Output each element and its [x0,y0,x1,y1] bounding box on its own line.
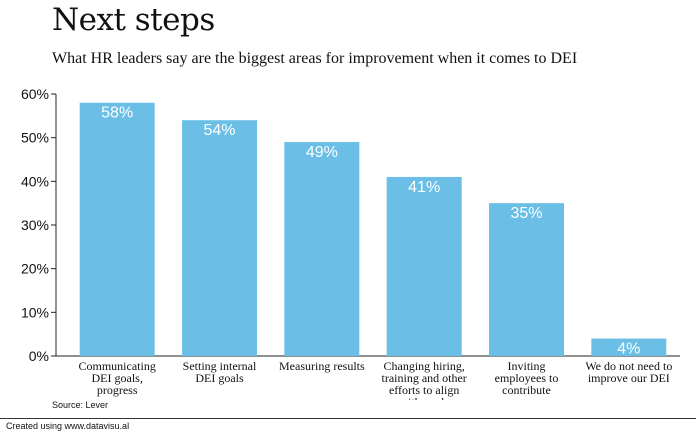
chart-subtitle: What HR leaders say are the biggest area… [52,50,578,67]
y-tick-label: 30% [21,217,49,233]
x-tick-label-line: with goals [399,395,449,400]
y-tick-label: 20% [21,261,49,277]
bar [489,203,564,356]
x-tick-label-line: DEI goals [195,371,244,385]
x-tick-label-line: We do not need to [585,359,672,373]
bar [386,176,462,356]
y-tick-label: 0% [29,348,49,364]
x-tick-label-line: contribute [502,383,551,397]
x-axis-labels: Communicating DEI goals, progress Setting i… [79,359,673,400]
y-tick-label: 50% [21,130,49,146]
credit-text: Created using www.datavisu.al [6,421,130,431]
source-note: Source: Lever [52,400,109,410]
value-label: 35% [510,205,542,222]
x-tick-label: Changing hiring, training and other effort… [382,359,467,400]
bar [182,120,257,356]
value-label: 49% [306,144,338,161]
x-tick-label-line: efforts to align [389,383,459,397]
x-tick-label: Measuring results [279,359,365,373]
x-tick-label-line: training and other [382,371,467,385]
x-tick-label: Setting internal DEI goals [183,359,257,385]
x-tick-label: Communicating DEI goals, progress [79,359,156,397]
x-tick-label-line: Communicating [79,359,156,373]
bar [284,142,360,356]
x-tick-label-line: DEI goals, [92,371,143,385]
x-tick-label: Inviting employees to contribute [495,359,559,397]
x-tick-label-line: progress [97,383,138,397]
bar [79,102,155,356]
x-tick-label-line: Inviting [508,359,546,373]
footer-divider [0,418,696,419]
x-tick-label-line: Changing hiring, [384,359,465,373]
x-tick-label-line: Measuring results [279,359,365,373]
x-tick-label-line: improve our DEI [588,371,670,385]
chart-title: Next steps [52,2,215,38]
value-labels: 58% 54% 49% 41% 35% 4% [101,105,640,358]
value-label: 4% [617,341,640,358]
y-tick-label: 60% [21,86,49,102]
y-tick-label: 10% [21,304,49,320]
x-tick-label-line: Setting internal [183,359,257,373]
x-tick-label: We do not need to improve our DEI [585,359,672,385]
bar [591,338,667,356]
y-tick-label: 40% [21,173,49,189]
bars [79,102,667,356]
y-axis: 0% 10% 20% 30% 40% 50% 60% [21,86,680,364]
value-label: 41% [408,179,440,196]
bar-chart: 0% 10% 20% 30% 40% 50% 60% 58% 54% 49% 41% 35% 4% C… [21,86,680,400]
value-label: 58% [101,105,133,122]
value-label: 54% [203,122,235,139]
x-tick-label-line: employees to [495,371,559,385]
